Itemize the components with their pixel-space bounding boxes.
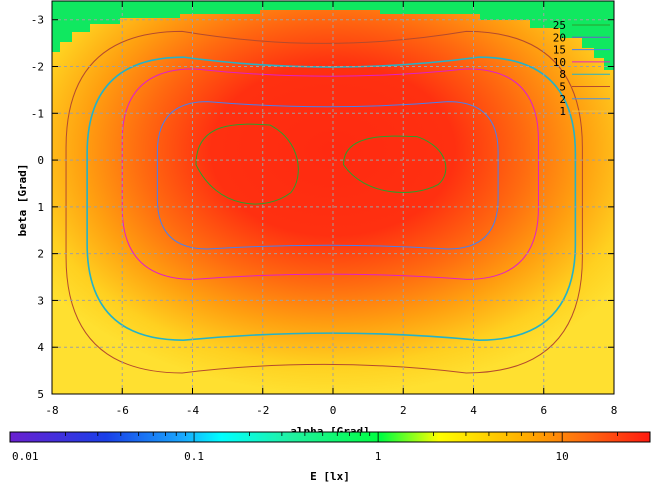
- legend-label: 8: [559, 68, 566, 81]
- colorbar-ticks: 0.01 0.1 1 10: [9, 432, 651, 463]
- x-tick-label: 2: [400, 404, 407, 417]
- y-tick-label: 0: [37, 154, 44, 167]
- y-tick-label: 2: [37, 248, 44, 261]
- y-tick-label: 1: [37, 201, 44, 214]
- colorbar-tick-label: 0.1: [184, 450, 204, 463]
- colorbar-tick-label: 10: [556, 450, 569, 463]
- legend-label: 15: [553, 44, 566, 57]
- grid-lines: [52, 1, 614, 394]
- y-tick-label: -3: [31, 14, 44, 27]
- contour-8: [86, 56, 577, 341]
- legend-label: 5: [559, 81, 566, 94]
- contour-5: [65, 30, 583, 374]
- colorbar-tick-label: 1: [375, 450, 382, 463]
- colorbar-tick-label: 0.01: [12, 450, 39, 463]
- contour-25-left: [195, 123, 299, 205]
- heatmap-field: [52, 1, 614, 394]
- x-tick-label: 4: [470, 404, 477, 417]
- x-tick-label: 8: [611, 404, 618, 417]
- legend-label: 2: [559, 93, 566, 106]
- y-tick-label: 5: [37, 388, 44, 401]
- y-tick-label: -1: [31, 107, 44, 120]
- x-tick-label: 6: [540, 404, 547, 417]
- x-tick-label: -6: [116, 404, 129, 417]
- y-tick-label: -2: [31, 61, 44, 74]
- colorbar-label: E [lx]: [310, 470, 350, 483]
- y-tick-label: 3: [37, 294, 44, 307]
- legend-label: 10: [553, 56, 566, 69]
- y-axis-label: beta [Grad]: [16, 164, 29, 237]
- x-tick-label: -2: [256, 404, 269, 417]
- y-tick-label: 4: [37, 341, 44, 354]
- low-value-region: [52, 1, 614, 70]
- x-tick-label: -8: [45, 404, 58, 417]
- legend-label: 20: [553, 31, 566, 44]
- legend-label: 1: [559, 105, 566, 118]
- x-tick-label: 0: [330, 404, 337, 417]
- legend-label: 25: [553, 19, 566, 32]
- x-tick-label: -4: [186, 404, 200, 417]
- contour-15: [156, 101, 499, 250]
